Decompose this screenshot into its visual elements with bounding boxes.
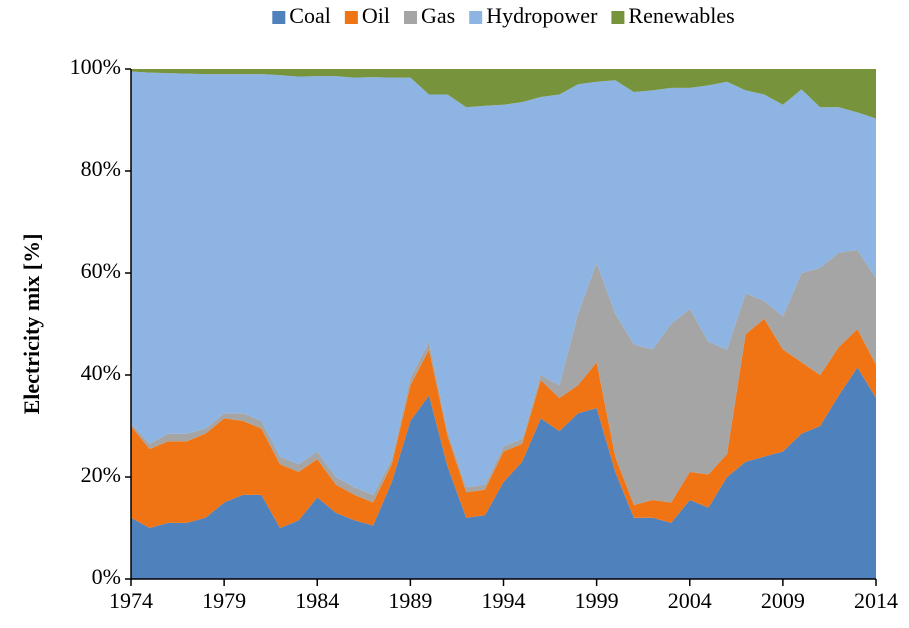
y-tick-label: 40%	[81, 360, 121, 385]
area	[131, 367, 876, 579]
area	[131, 250, 876, 506]
x-tick-label: 1974	[109, 588, 153, 613]
y-tick-label: 60%	[81, 258, 121, 283]
legend-label: Renewables	[628, 3, 734, 28]
area	[131, 71, 876, 495]
x-tick-label: 1999	[575, 588, 619, 613]
x-tick-label: 1979	[202, 588, 246, 613]
legend-label: Coal	[289, 3, 331, 28]
legend-label: Hydropower	[486, 3, 598, 28]
y-axis-label: Electricity mix [%]	[19, 234, 44, 415]
legend-label: Oil	[362, 3, 390, 28]
legend-swatch	[403, 11, 417, 24]
legend-label: Gas	[421, 3, 455, 28]
x-tick-label: 2009	[761, 588, 805, 613]
legend-swatch	[469, 11, 483, 24]
x-tick-label: 1994	[482, 588, 526, 613]
y-tick-label: 100%	[70, 54, 121, 79]
legend-swatch	[611, 11, 625, 24]
y-tick-label: 0%	[92, 564, 121, 589]
legend-swatch	[344, 11, 358, 24]
y-tick-label: 20%	[81, 462, 121, 487]
x-tick-label: 1984	[295, 588, 339, 613]
x-tick-label: 2004	[668, 588, 712, 613]
y-tick-label: 80%	[81, 156, 121, 181]
legend-swatch	[272, 11, 286, 24]
area	[131, 318, 876, 528]
x-tick-label: 2014	[854, 588, 898, 613]
x-tick-label: 1989	[388, 588, 432, 613]
area	[131, 69, 876, 119]
